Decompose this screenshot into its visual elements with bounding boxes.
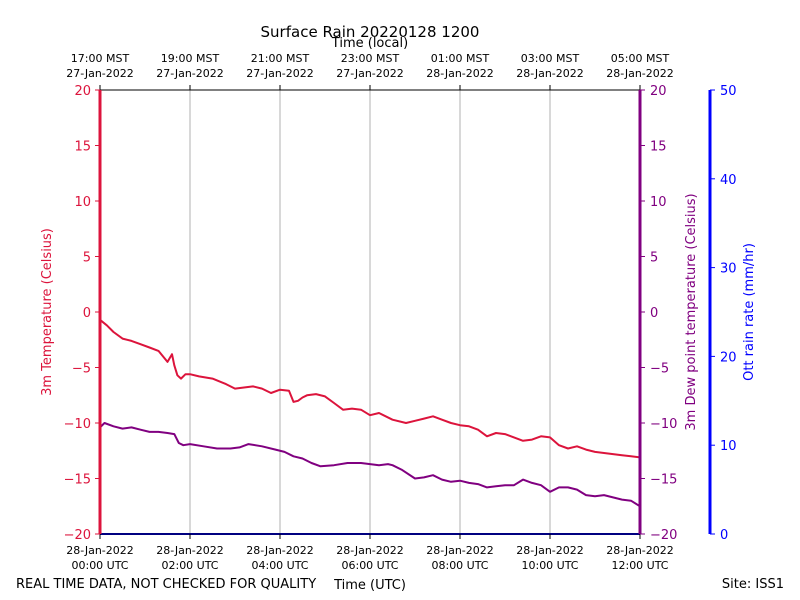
rain-tick-label: 10	[720, 439, 737, 454]
dewpoint-tick-label: −15	[650, 473, 677, 488]
temperature-axis-label: 3m Temperature (Celsius)	[40, 228, 55, 396]
x-axis-label: Time (UTC)	[333, 578, 406, 593]
top-tick-date: 28-Jan-2022	[606, 67, 674, 80]
rain-tick-label: 30	[720, 262, 737, 277]
bottom-tick-date: 28-Jan-2022	[336, 544, 404, 557]
top-tick-date: 28-Jan-2022	[426, 67, 494, 80]
bottom-tick-time: 06:00 UTC	[341, 559, 398, 572]
bottom-tick-date: 28-Jan-2022	[426, 544, 494, 557]
site-label: Site: ISS1	[722, 577, 784, 592]
bottom-tick-time: 02:00 UTC	[161, 559, 218, 572]
rain-axis-label: Ott rain rate (mm/hr)	[742, 243, 757, 381]
temperature-y-ticks: −20 −15 −10 −5 0 5 10 15 20	[64, 84, 100, 543]
temperature-tick-label: 15	[74, 140, 91, 155]
bottom-tick-time: 04:00 UTC	[251, 559, 308, 572]
top-tick-date: 27-Jan-2022	[156, 67, 224, 80]
bottom-tick-date: 28-Jan-2022	[606, 544, 674, 557]
top-tick-date: 28-Jan-2022	[516, 67, 584, 80]
dewpoint-tick-label: −20	[650, 528, 677, 543]
dewpoint-axis-label: 3m Dew point temperature (Celsius)	[684, 193, 699, 430]
top-axis-label: Time (local)	[331, 36, 408, 51]
top-tick-time: 23:00 MST	[341, 52, 400, 65]
bottom-tick-time: 00:00 UTC	[71, 559, 128, 572]
top-x-ticks: 17:00 MST 27-Jan-2022 19:00 MST 27-Jan-2022…	[66, 52, 674, 90]
top-tick-time: 01:00 MST	[431, 52, 490, 65]
bottom-x-ticks: 28-Jan-2022 00:00 UTC 28-Jan-2022 02:00 UTC…	[66, 534, 674, 572]
plot-frame	[98, 89, 712, 535]
bottom-tick-date: 28-Jan-2022	[516, 544, 584, 557]
top-tick-date: 27-Jan-2022	[246, 67, 314, 80]
dewpoint-tick-label: 5	[650, 251, 658, 266]
quality-disclaimer: REAL TIME DATA, NOT CHECKED FOR QUALITY	[16, 577, 316, 592]
chart-title: Surface Rain 20220128 1200	[261, 23, 480, 41]
bottom-tick-time: 08:00 UTC	[431, 559, 488, 572]
top-tick-date: 27-Jan-2022	[336, 67, 404, 80]
dewpoint-tick-label: 15	[650, 140, 667, 155]
dewpoint-tick-label: 10	[650, 195, 667, 210]
dewpoint-tick-label: −5	[650, 362, 669, 377]
top-tick-time: 17:00 MST	[71, 52, 130, 65]
top-tick-time: 19:00 MST	[161, 52, 220, 65]
top-tick-time: 05:00 MST	[611, 52, 670, 65]
temperature-tick-label: 5	[83, 251, 91, 266]
dewpoint-tick-label: −10	[650, 417, 677, 432]
temperature-tick-label: −5	[72, 362, 91, 377]
bottom-tick-date: 28-Jan-2022	[246, 544, 314, 557]
bottom-tick-date: 28-Jan-2022	[156, 544, 224, 557]
temperature-tick-label: −20	[64, 528, 91, 543]
rain-tick-label: 20	[720, 350, 737, 365]
top-tick-date: 27-Jan-2022	[66, 67, 134, 80]
dewpoint-line	[99, 422, 641, 508]
bottom-tick-time: 10:00 UTC	[521, 559, 578, 572]
top-tick-time: 03:00 MST	[521, 52, 580, 65]
bottom-tick-time: 12:00 UTC	[611, 559, 668, 572]
bottom-tick-date: 28-Jan-2022	[66, 544, 134, 557]
data-series	[99, 319, 641, 508]
temperature-tick-label: 10	[74, 195, 91, 210]
temperature-tick-label: −15	[64, 473, 91, 488]
rain-y-ticks: 0 10 20 30 40 50	[710, 84, 737, 543]
dewpoint-tick-label: 0	[650, 306, 658, 321]
temperature-line	[99, 319, 641, 459]
rain-tick-label: 0	[720, 528, 728, 543]
temperature-tick-label: 0	[83, 306, 91, 321]
temperature-tick-label: −10	[64, 417, 91, 432]
temperature-tick-label: 20	[74, 84, 91, 99]
dewpoint-tick-label: 20	[650, 84, 667, 99]
rain-tick-label: 40	[720, 173, 737, 188]
rain-tick-label: 50	[720, 84, 737, 99]
dewpoint-y-ticks: −20 −15 −10 −5 0 5 10 15 20	[640, 84, 677, 543]
top-tick-time: 21:00 MST	[251, 52, 310, 65]
x-gridlines	[189, 90, 551, 534]
